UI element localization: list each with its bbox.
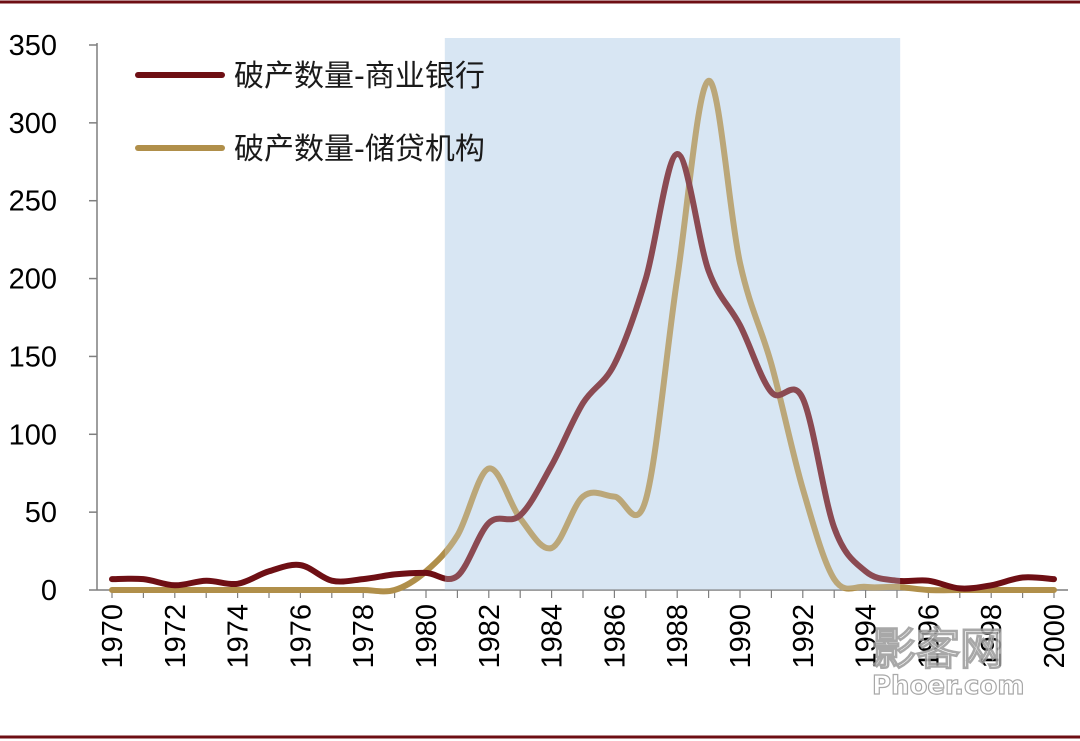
x-axis-ticks: 1970 1972 1974 1976 1978 1980 1982 1984 1986 1988…	[97, 590, 1071, 669]
series-lines	[109, 38, 1057, 595]
x-tick-label: 1996	[913, 604, 945, 669]
y-axis-ticks: 0 50 100 150 200 250 300 350	[9, 30, 97, 607]
x-tick-label: 1974	[223, 604, 255, 669]
x-tick-label: 1982	[474, 604, 506, 669]
x-tick-label: 1976	[285, 604, 317, 669]
x-tick-label: 2000	[1039, 604, 1071, 669]
x-tick-label: 1972	[160, 604, 192, 669]
x-tick-label: 1978	[348, 604, 380, 669]
series-line-0	[109, 151, 1057, 592]
x-tick-label: 1990	[725, 604, 757, 669]
y-tick-label: 350	[9, 30, 57, 62]
y-tick-label: 300	[9, 108, 57, 140]
y-tick-label: 250	[9, 186, 57, 218]
watermark-brand: 影客网	[872, 624, 1004, 675]
series-line-1	[109, 77, 1057, 595]
y-tick-label: 200	[9, 264, 57, 296]
y-tick-label: 100	[9, 419, 57, 451]
watermark: 影客网 Phoer.com	[871, 623, 1025, 701]
legend-label-0: 破产数量-商业银行	[234, 59, 485, 94]
watermark-domain: Phoer.com	[872, 671, 1024, 701]
y-tick-label: 0	[41, 575, 57, 607]
x-tick-label: 1986	[599, 604, 631, 669]
shaded-region-overlay	[444, 38, 901, 590]
legend-label-1: 破产数量-储贷机构	[234, 132, 485, 167]
x-tick-label: 1984	[537, 604, 569, 669]
x-tick-label: 1992	[788, 604, 820, 669]
x-tick-label: 1970	[97, 604, 129, 669]
x-tick-label: 1988	[662, 604, 694, 669]
x-tick-label: 1994	[851, 604, 883, 669]
y-tick-label: 150	[9, 341, 57, 373]
y-tick-label: 50	[25, 497, 57, 529]
x-tick-label: 1998	[976, 604, 1008, 669]
x-tick-label: 1980	[411, 604, 443, 669]
